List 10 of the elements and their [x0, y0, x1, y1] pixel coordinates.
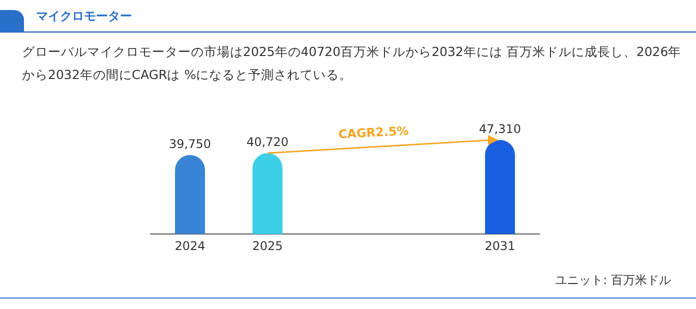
x-tick-label: 2025: [252, 239, 283, 253]
annotation: CAGR2.5%: [338, 124, 410, 142]
data-label: 40,720: [246, 135, 288, 150]
x-tick-label: 2031: [484, 239, 516, 253]
x-tick-label: 2024: [174, 239, 206, 253]
text: ユニット: 百万米ドル: [555, 273, 671, 287]
chart-subtitle: グローバルマイクロモーターの市場は2025年の40720百万米ドルから2032年には 百万米ドルに成長し、2026年から2032年の間にCAGRは %になると予測されている。: [22, 43, 682, 84]
chart-title: マイクロモーター: [36, 9, 132, 23]
data-label: 39,750: [169, 137, 211, 152]
data-label: 47,310: [479, 122, 521, 136]
